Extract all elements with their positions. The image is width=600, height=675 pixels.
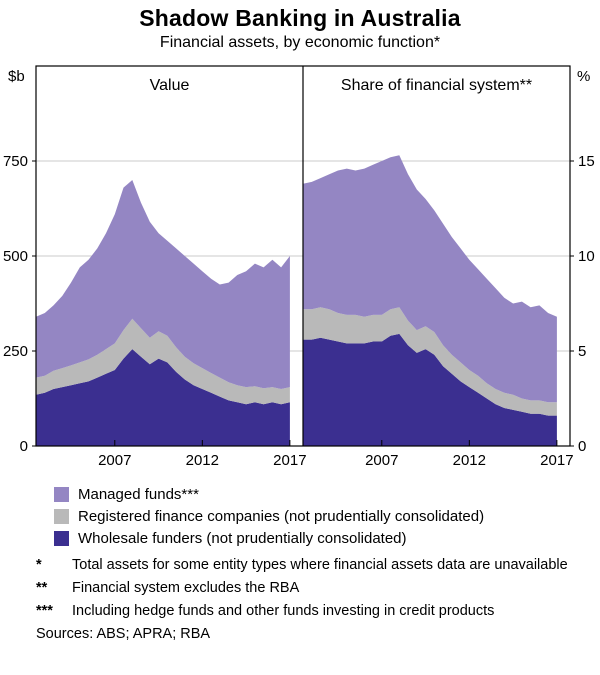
area-registered-finance-companies-share [303,307,557,416]
area-registered-finance-companies-value [36,318,290,405]
page-subtitle: Financial assets, by economic function* [159,34,441,51]
legend-swatch-managed-funds [54,487,69,502]
chart-text: $b [8,68,25,85]
shadow-banking-stacked-area-chart: 0 250 500 750 2007 2012 2017 Value 0 5 10 15 2007 201… [3,65,595,469]
legend-swatch-wholesale-funders [54,531,69,546]
footnote-3-marker: *** [36,603,53,620]
page-title: Shadow Banking in Australia [139,5,461,31]
legend-label-registered-finance-companies: Registered finance companies (not pruden… [78,508,485,525]
chart-text: 2017 [540,452,573,469]
legend-item-registered-finance-companies: Registered finance companies (not pruden… [54,508,600,525]
sources-line: Sources: ABS; APRA; RBA [36,626,211,643]
footnote-3-text: Including hedge funds and other funds in… [72,603,495,620]
chart-text: 2007 [98,452,131,469]
chart-text: 0 [578,438,586,455]
chart-text: 10 [578,248,595,265]
legend-item-wholesale-funders: Wholesale funders (not prudentially cons… [54,530,600,547]
legend-item-managed-funds: Managed funds*** [54,486,600,503]
chart-text: Value [150,77,190,94]
footnote-2-text: Financial system excludes the RBA [72,580,300,597]
footnote-1: * Total assets for some entity types whe… [36,556,574,575]
footnotes: * Total assets for some entity types whe… [36,556,574,621]
chart-text: 2017 [273,452,306,469]
chart-text: 15 [578,153,595,170]
legend-label-managed-funds: Managed funds*** [78,486,199,503]
footnote-3: *** Including hedge funds and other fund… [36,602,574,621]
chart-text: Share of financial system** [341,77,532,94]
chart-text: 5 [578,343,586,360]
area-wholesale-funders-share [303,333,557,446]
chart-text: % [577,68,590,85]
footnote-2: ** Financial system excludes the RBA [36,579,574,598]
chart-text: 250 [3,343,28,360]
area-managed-funds-value [36,180,290,389]
area-managed-funds-share [303,155,557,403]
legend-swatch-registered-finance-companies [54,509,69,524]
area-wholesale-funders-value [36,349,290,446]
chart-text: 2012 [186,452,219,469]
chart-text: 0 [20,438,28,455]
chart-text: 2012 [453,452,486,469]
chart-legend: Managed funds*** Registered finance comp… [54,486,600,547]
legend-label-wholesale-funders: Wholesale funders (not prudentially cons… [78,530,407,547]
chart-text: 2007 [365,452,398,469]
chart-text: 500 [3,248,28,265]
footnote-1-text: Total assets for some entity types where… [72,557,568,573]
footnote-2-marker: ** [36,580,48,597]
chart-text: 750 [3,153,28,170]
footnote-1-marker: * [36,557,42,573]
